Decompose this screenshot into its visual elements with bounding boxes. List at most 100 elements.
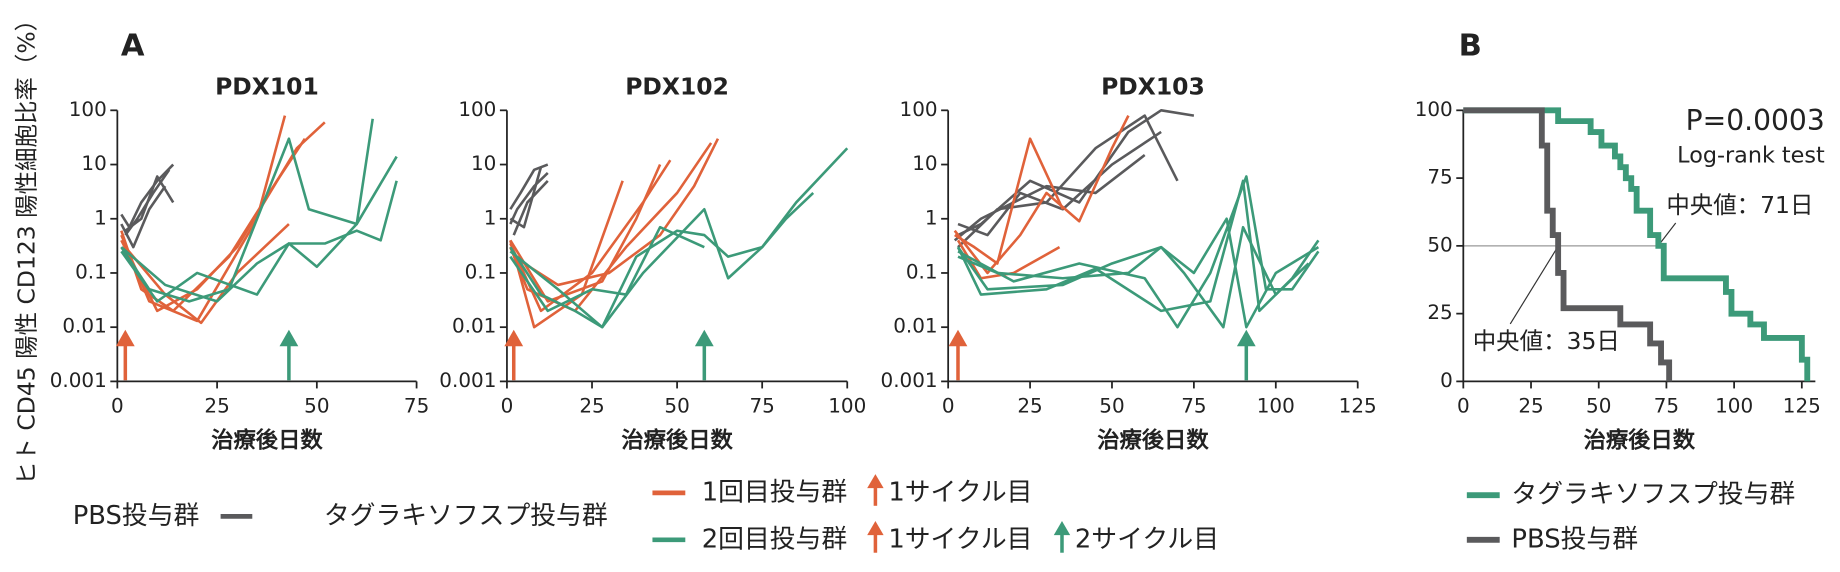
- y-tick-label: 100: [900, 97, 938, 121]
- dose-arrow: [115, 329, 135, 381]
- arrow-shaft: [123, 345, 128, 381]
- arrow-shaft: [956, 345, 960, 381]
- x-tick-label: 75: [404, 394, 429, 418]
- series-line: [120, 163, 175, 229]
- legend-label: 1サイクル目: [888, 477, 1032, 507]
- x-tick-label: 25: [1017, 394, 1042, 418]
- x-axis-label: 治療後日数: [211, 427, 323, 454]
- y-tick-label: 100: [458, 97, 496, 121]
- legend-arrow: [867, 521, 884, 553]
- y-tick-label: 0.1: [75, 259, 107, 283]
- x-tick-label: 75: [1181, 394, 1206, 418]
- series-line: [513, 138, 720, 287]
- median-label: 中央値：71日: [1666, 191, 1813, 219]
- x-tick-label: 100: [1715, 394, 1753, 418]
- dose-arrow: [504, 329, 524, 381]
- y-tick-label: 0.01: [893, 314, 937, 338]
- x-tick-label: 50: [304, 394, 329, 418]
- arrow-shaft: [1244, 345, 1249, 381]
- dose-arrow: [1236, 329, 1256, 381]
- chart-title: PDX103: [1101, 73, 1205, 101]
- x-tick-label: 50: [664, 394, 689, 418]
- x-tick-label: 75: [749, 394, 774, 418]
- y-tick-label: 10: [81, 151, 106, 175]
- y-tick-label: 1: [484, 205, 497, 229]
- x-tick-label: 25: [579, 394, 604, 418]
- legend-label: タグラキソフスプ投与群: [324, 501, 608, 531]
- x-tick-label: 25: [204, 394, 229, 418]
- series-line: [509, 166, 543, 229]
- y-tick-label: 1: [94, 205, 107, 229]
- legend-label: 1サイクル目: [888, 524, 1032, 554]
- p-value: P=0.0003: [1686, 104, 1825, 137]
- series-line: [957, 109, 1195, 237]
- x-tick-label: 50: [1586, 394, 1611, 418]
- legend-arrow: [867, 474, 884, 506]
- legend-label: PBS投与群: [73, 501, 200, 531]
- y-tick-label: 25: [1427, 300, 1452, 324]
- series-line: [953, 115, 1130, 275]
- series-line: [120, 118, 374, 303]
- median-label: 中央値：35日: [1473, 327, 1620, 355]
- y-tick-label: 10: [471, 151, 496, 175]
- arrow-head: [694, 329, 714, 347]
- series-line: [956, 225, 1310, 329]
- series-line: [957, 114, 1179, 249]
- y-tick-label: 1: [925, 205, 938, 229]
- series-line: [124, 175, 175, 232]
- dose-arrow: [279, 329, 299, 381]
- series-line: [953, 154, 1146, 242]
- x-tick-label: 0: [501, 394, 514, 418]
- x-tick-label: 75: [1654, 394, 1679, 418]
- y-tick-label: 0: [1440, 368, 1453, 392]
- y-tick-label: 0.001: [439, 368, 496, 392]
- legend-arrow: [1053, 521, 1071, 553]
- y-tick-label: 100: [1415, 97, 1453, 121]
- series-line: [509, 164, 662, 303]
- series-line: [509, 142, 713, 313]
- legend-label: 2サイクル目: [1075, 524, 1219, 554]
- x-tick-label: 100: [1257, 394, 1295, 418]
- series-line: [509, 172, 549, 225]
- x-axis-label: 治療後日数: [1584, 427, 1696, 454]
- panel-label: B: [1459, 28, 1482, 63]
- y-tick-label: 75: [1427, 165, 1452, 189]
- x-tick-label: 0: [111, 394, 124, 418]
- y-tick-label: 0.01: [62, 314, 106, 338]
- y-tick-label: 100: [69, 97, 107, 121]
- arrow-head: [948, 329, 968, 347]
- panel-label: A: [121, 28, 145, 63]
- legend-label: 1回目投与群: [702, 477, 847, 507]
- arrow-head: [504, 329, 524, 347]
- dose-arrow: [948, 329, 968, 381]
- series-line: [957, 175, 1320, 329]
- series-line: [956, 239, 1061, 280]
- y-axis-label: ヒト CD45 陽性 CD123 陽性細胞比率（%）: [13, 8, 41, 485]
- arrow-head: [279, 329, 299, 347]
- arrow-head: [115, 329, 135, 347]
- dose-arrow: [694, 329, 714, 381]
- x-tick-label: 100: [828, 394, 866, 418]
- chart-title: PDX102: [625, 73, 729, 101]
- arrow-shaft: [511, 345, 516, 381]
- arrow-shaft: [702, 345, 707, 381]
- series-line: [120, 185, 167, 249]
- series-line: [957, 130, 1162, 237]
- x-tick-label: 25: [1518, 394, 1543, 418]
- x-tick-label: 125: [1339, 394, 1377, 418]
- series-line: [120, 155, 398, 303]
- x-axis-label: 治療後日数: [1097, 427, 1209, 454]
- x-tick-label: 0: [1457, 394, 1470, 418]
- survival-curve: [1463, 107, 1673, 382]
- leader-line: [1509, 245, 1559, 325]
- series-line: [509, 180, 624, 329]
- x-tick-label: 50: [1099, 394, 1124, 418]
- y-tick-label: 0.01: [452, 314, 496, 338]
- test-name: Log-rank test: [1677, 143, 1825, 169]
- chart-title: PDX101: [215, 73, 319, 101]
- y-tick-label: 0.1: [906, 259, 938, 283]
- series-line: [120, 180, 398, 303]
- y-tick-label: 0.001: [881, 368, 938, 392]
